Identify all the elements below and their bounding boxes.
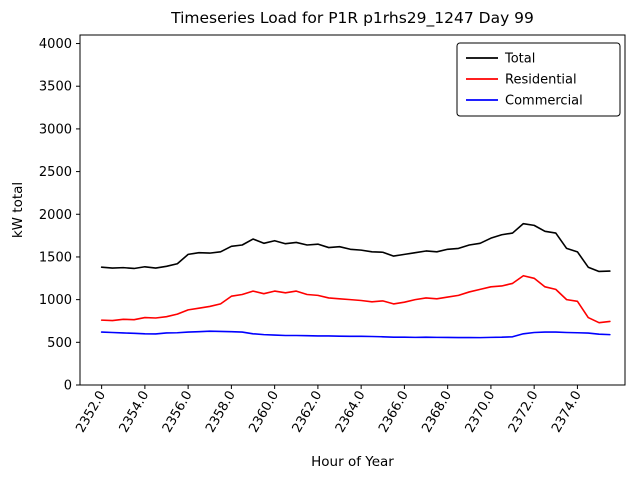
legend: Total Residential Commercial (456, 42, 621, 117)
y-tick-label: 4000 (39, 37, 72, 52)
y-axis: 0 500 1000 1500 2000 2500 3000 3500 4000 (39, 37, 80, 394)
y-axis-label: kW total (10, 182, 26, 238)
legend-label-residential: Residential (505, 73, 577, 88)
chart-title: Timeseries Load for P1R p1rhs29_1247 Day… (170, 9, 534, 28)
y-tick-label: 0 (64, 379, 72, 394)
y-tick-label: 500 (47, 336, 72, 351)
y-tick-label: 2000 (39, 208, 72, 223)
series-residential-line (100, 274, 611, 324)
y-tick-label: 3500 (39, 80, 72, 95)
y-tick-label: 3000 (39, 122, 72, 137)
legend-box (456, 42, 621, 117)
y-tick-label: 1500 (39, 250, 72, 265)
legend-label-total: Total (504, 52, 535, 67)
x-axis-label: Hour of Year (311, 454, 394, 470)
series-total-line (100, 222, 611, 273)
series-commercial-line (100, 330, 611, 339)
y-tick-label: 1000 (39, 293, 72, 308)
y-tick-label: 2500 (39, 165, 72, 180)
legend-label-commercial: Commercial (505, 94, 583, 109)
